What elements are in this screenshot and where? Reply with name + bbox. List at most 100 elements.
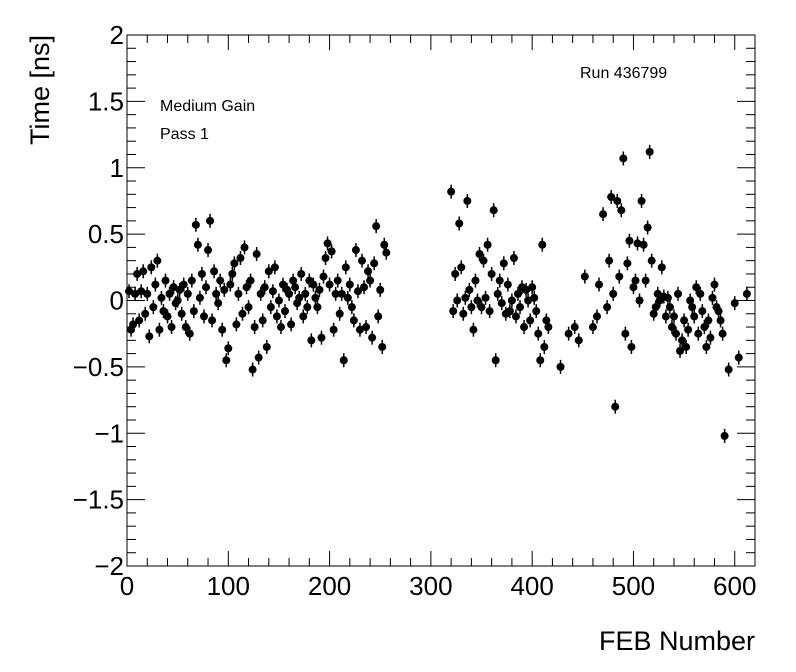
- data-point: [455, 219, 464, 228]
- data-point: [613, 196, 622, 205]
- data-point: [133, 269, 142, 278]
- data-point: [667, 323, 676, 332]
- data-point: [145, 332, 154, 341]
- data-point: [299, 312, 308, 321]
- data-point: [495, 276, 504, 285]
- data-point: [355, 325, 364, 334]
- data-point: [592, 312, 601, 321]
- data-point: [276, 323, 285, 332]
- data-point: [678, 336, 687, 345]
- y-tick-label: −1.5: [73, 485, 124, 515]
- data-point: [291, 283, 300, 292]
- data-point: [720, 431, 729, 440]
- data-point: [645, 147, 654, 156]
- data-point: [266, 303, 275, 312]
- data-point: [297, 269, 306, 278]
- data-point: [173, 296, 182, 305]
- data-point: [202, 283, 211, 292]
- data-point: [131, 289, 140, 298]
- data-point: [471, 276, 480, 285]
- data-point: [137, 287, 146, 296]
- data-point: [540, 342, 549, 351]
- data-point: [341, 263, 350, 272]
- data-point: [680, 316, 689, 325]
- data-point: [706, 333, 715, 342]
- data-point: [734, 353, 743, 362]
- data-point: [708, 293, 717, 302]
- data-point: [181, 323, 190, 332]
- pass-label: Pass 1: [160, 126, 209, 143]
- data-point: [165, 289, 174, 298]
- data-point: [264, 267, 273, 276]
- x-axis-label: FEB Number: [599, 626, 755, 656]
- data-point: [475, 250, 484, 259]
- y-tick-label: −0.5: [73, 352, 124, 382]
- data-point: [461, 293, 470, 302]
- data-point: [574, 336, 583, 345]
- data-point: [629, 283, 638, 292]
- data-point: [252, 250, 261, 259]
- data-markers: [125, 147, 751, 440]
- y-axis-label: Time [ns]: [25, 35, 55, 145]
- data-point: [212, 289, 221, 298]
- data-point: [465, 285, 474, 294]
- data-point: [497, 299, 506, 308]
- data-point: [272, 312, 281, 321]
- data-point: [595, 280, 604, 289]
- data-point: [513, 289, 522, 298]
- x-tick-label: 200: [308, 571, 351, 601]
- data-point: [155, 325, 164, 334]
- data-point: [372, 222, 381, 231]
- data-point: [505, 307, 514, 316]
- data-point: [503, 280, 512, 289]
- data-point: [684, 325, 693, 334]
- data-point: [570, 323, 579, 332]
- data-point: [730, 299, 739, 308]
- data-point: [710, 280, 719, 289]
- data-point: [189, 307, 198, 316]
- data-point: [702, 342, 711, 351]
- data-point: [195, 293, 204, 302]
- run-label: Run 436799: [580, 65, 668, 82]
- data-point: [353, 287, 362, 296]
- data-point: [177, 309, 186, 318]
- data-point: [331, 289, 340, 298]
- data-point: [742, 289, 751, 298]
- data-point: [609, 289, 618, 298]
- data-point: [228, 269, 237, 278]
- data-point: [208, 316, 217, 325]
- data-point: [463, 196, 472, 205]
- data-point: [657, 263, 666, 272]
- data-point: [258, 316, 267, 325]
- data-point: [270, 263, 279, 272]
- data-point: [204, 246, 213, 255]
- data-point: [637, 196, 646, 205]
- data-point: [335, 309, 344, 318]
- data-point: [321, 254, 330, 263]
- data-point: [307, 336, 316, 345]
- data-point: [633, 239, 642, 248]
- data-point: [236, 254, 245, 263]
- data-point: [345, 280, 354, 289]
- data-point: [193, 240, 202, 249]
- data-point: [692, 283, 701, 292]
- data-point: [256, 289, 265, 298]
- major-ticks: [126, 34, 755, 567]
- data-point: [125, 287, 134, 296]
- data-point: [530, 293, 539, 302]
- data-point: [615, 272, 624, 281]
- data-point: [311, 293, 320, 302]
- data-point: [185, 329, 194, 338]
- data-point: [161, 276, 170, 285]
- data-point: [526, 316, 535, 325]
- data-point: [230, 259, 239, 268]
- data-point: [143, 289, 152, 298]
- x-tick-label: 300: [409, 571, 452, 601]
- data-point: [647, 256, 656, 265]
- y-tick-label: −2: [94, 551, 124, 581]
- data-point: [289, 276, 298, 285]
- data-point: [538, 240, 547, 249]
- data-point: [187, 276, 196, 285]
- data-point: [477, 303, 486, 312]
- data-point: [700, 323, 709, 332]
